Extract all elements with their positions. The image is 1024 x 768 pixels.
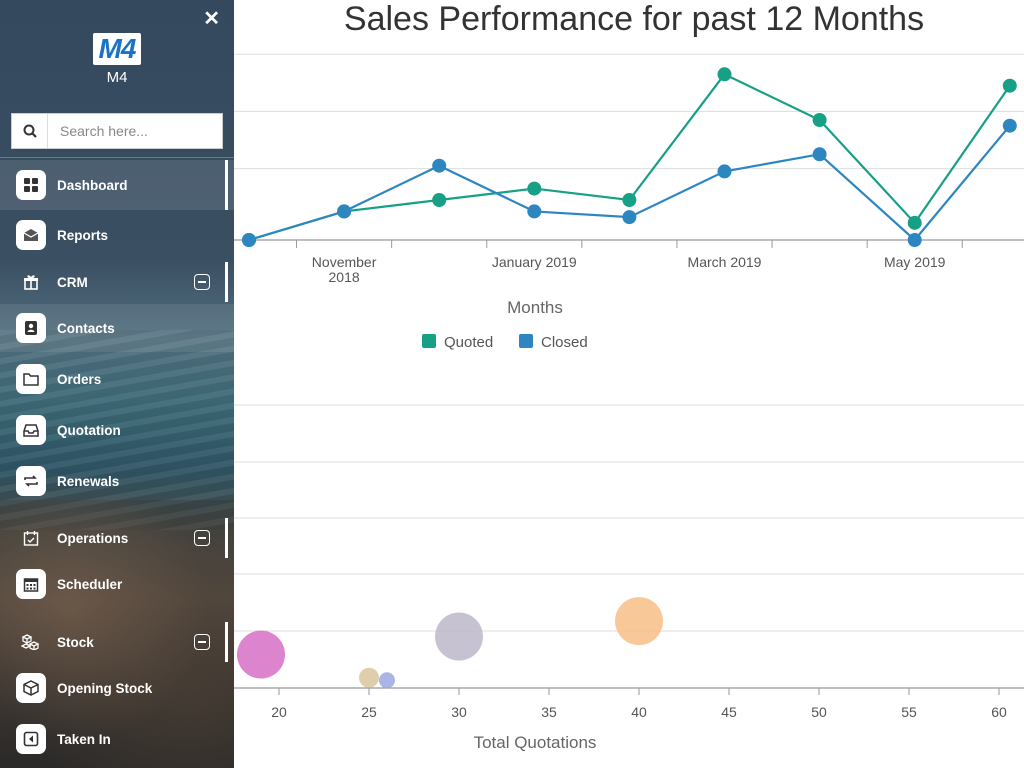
dashboard-icon [16,170,46,200]
sidebar-item-label: Taken In [57,731,111,747]
data-point-closed [812,147,827,162]
sidebar-item-label: Dashboard [57,177,128,193]
x-tick-label: 45 [721,704,737,720]
x-tick-label: 20 [271,704,287,720]
collapse-icon[interactable] [194,530,210,546]
x-tick-label: 40 [631,704,647,720]
x-tick-label: 50 [811,704,827,720]
data-point-closed [432,158,447,173]
page-title: Sales Performance for past 12 Months [343,0,925,38]
collapse-icon[interactable] [194,274,210,290]
data-point-closed [907,233,922,247]
data-point-closed [622,210,637,225]
sidebar-divider [0,157,234,158]
data-point-quoted [717,67,732,82]
x-tick-label: 25 [361,704,377,720]
x-tick-label: March 2019 [688,254,762,270]
x-tick-label: 35 [541,704,557,720]
data-point-closed [717,164,732,179]
active-indicator [225,160,228,210]
arrow-left-box-icon [16,724,46,754]
data-point-quoted [907,215,922,230]
mail-icon [16,220,46,250]
x-tick-label: May 2019 [884,254,946,270]
contact-card-icon [16,313,46,343]
sidebar-item-label: Scheduler [57,576,123,592]
bubble [379,672,395,689]
sidebar-item-quotation[interactable]: Quotation [0,406,234,454]
data-point-closed [337,204,352,219]
sidebar-item-label: Quotation [57,422,121,438]
section-indicator [225,622,228,662]
sidebar-section-operations[interactable]: Operations [0,518,234,558]
bubble [237,630,285,679]
bubble [615,597,663,646]
sidebar-item-label: Operations [57,530,129,546]
bubble [359,667,379,688]
sidebar-item-taken-in[interactable]: Taken In [0,715,234,763]
close-icon[interactable]: ✕ [203,8,220,30]
data-point-quoted [622,193,637,207]
sidebar-item-label: CRM [57,274,88,290]
sidebar-item-renewals[interactable]: Renewals [0,457,234,505]
sidebar-item-label: Stock [57,634,94,650]
legend-label: Quoted [444,334,493,351]
bubble [435,612,483,661]
sidebar: ✕ M4 M4 Dashboard Reports [0,0,234,768]
sidebar-item-opening-stock[interactable]: Opening Stock [0,664,234,712]
sidebar-search [11,113,223,149]
sidebar-item-dashboard[interactable]: Dashboard [0,160,234,210]
sidebar-item-label: Contacts [57,320,115,336]
legend-swatch [519,334,533,348]
sidebar-item-label: Opening Stock [57,680,153,696]
data-point-closed [1002,118,1017,133]
bubble-chart-x-axis-label: Total Quotations [474,733,597,752]
search-icon[interactable] [12,114,48,148]
folder-icon [16,364,46,394]
logo-mark: M4 [92,33,142,65]
section-indicator [225,262,228,302]
x-tick-label: 60 [991,704,1007,720]
data-point-closed [242,233,256,247]
cubes-icon [16,627,46,657]
line-chart-x-axis-label: Months [507,298,563,317]
line-chart: November 2018 January 2019 March 2019 May 20… [234,53,1024,351]
calendar-check-icon [16,523,46,553]
data-point-closed [527,204,542,219]
gift-icon [16,267,46,297]
sidebar-section-stock[interactable]: Stock [0,622,234,662]
data-point-quoted [432,193,447,207]
sidebar-item-label: Renewals [57,473,120,489]
logo: M4 M4 [0,33,234,86]
x-tick-label: 30 [451,704,467,720]
x-tick-label: 55 [901,704,917,720]
cube-icon [16,673,46,703]
sidebar-item-contacts[interactable]: Contacts [0,304,234,352]
sidebar-item-label: Orders [57,371,102,387]
logo-text: M4 [106,69,128,86]
bubble-chart: 20 25 30 35 40 45 50 55 60 Total Quotations [234,404,1024,752]
section-indicator [225,518,228,558]
sidebar-item-scheduler[interactable]: Scheduler [0,560,234,608]
legend-label: Closed [541,334,588,351]
inbox-icon [16,415,46,445]
data-point-quoted [812,113,827,127]
data-point-quoted [527,181,542,196]
search-input[interactable] [48,122,222,140]
legend-swatch [422,334,436,348]
sidebar-item-label: Reports [57,227,109,243]
x-tick-label: January 2019 [492,254,577,270]
x-tick-label: November 2018 [312,254,377,285]
data-point-quoted [1002,78,1017,93]
calendar-icon [16,569,46,599]
repeat-icon [16,466,46,496]
collapse-icon[interactable] [194,634,210,650]
sidebar-section-crm[interactable]: CRM [0,262,234,302]
sidebar-item-reports[interactable]: Reports [0,211,234,259]
main-content: Sales Performance for past 12 Months Nov… [234,0,1024,768]
sidebar-item-orders[interactable]: Orders [0,355,234,403]
